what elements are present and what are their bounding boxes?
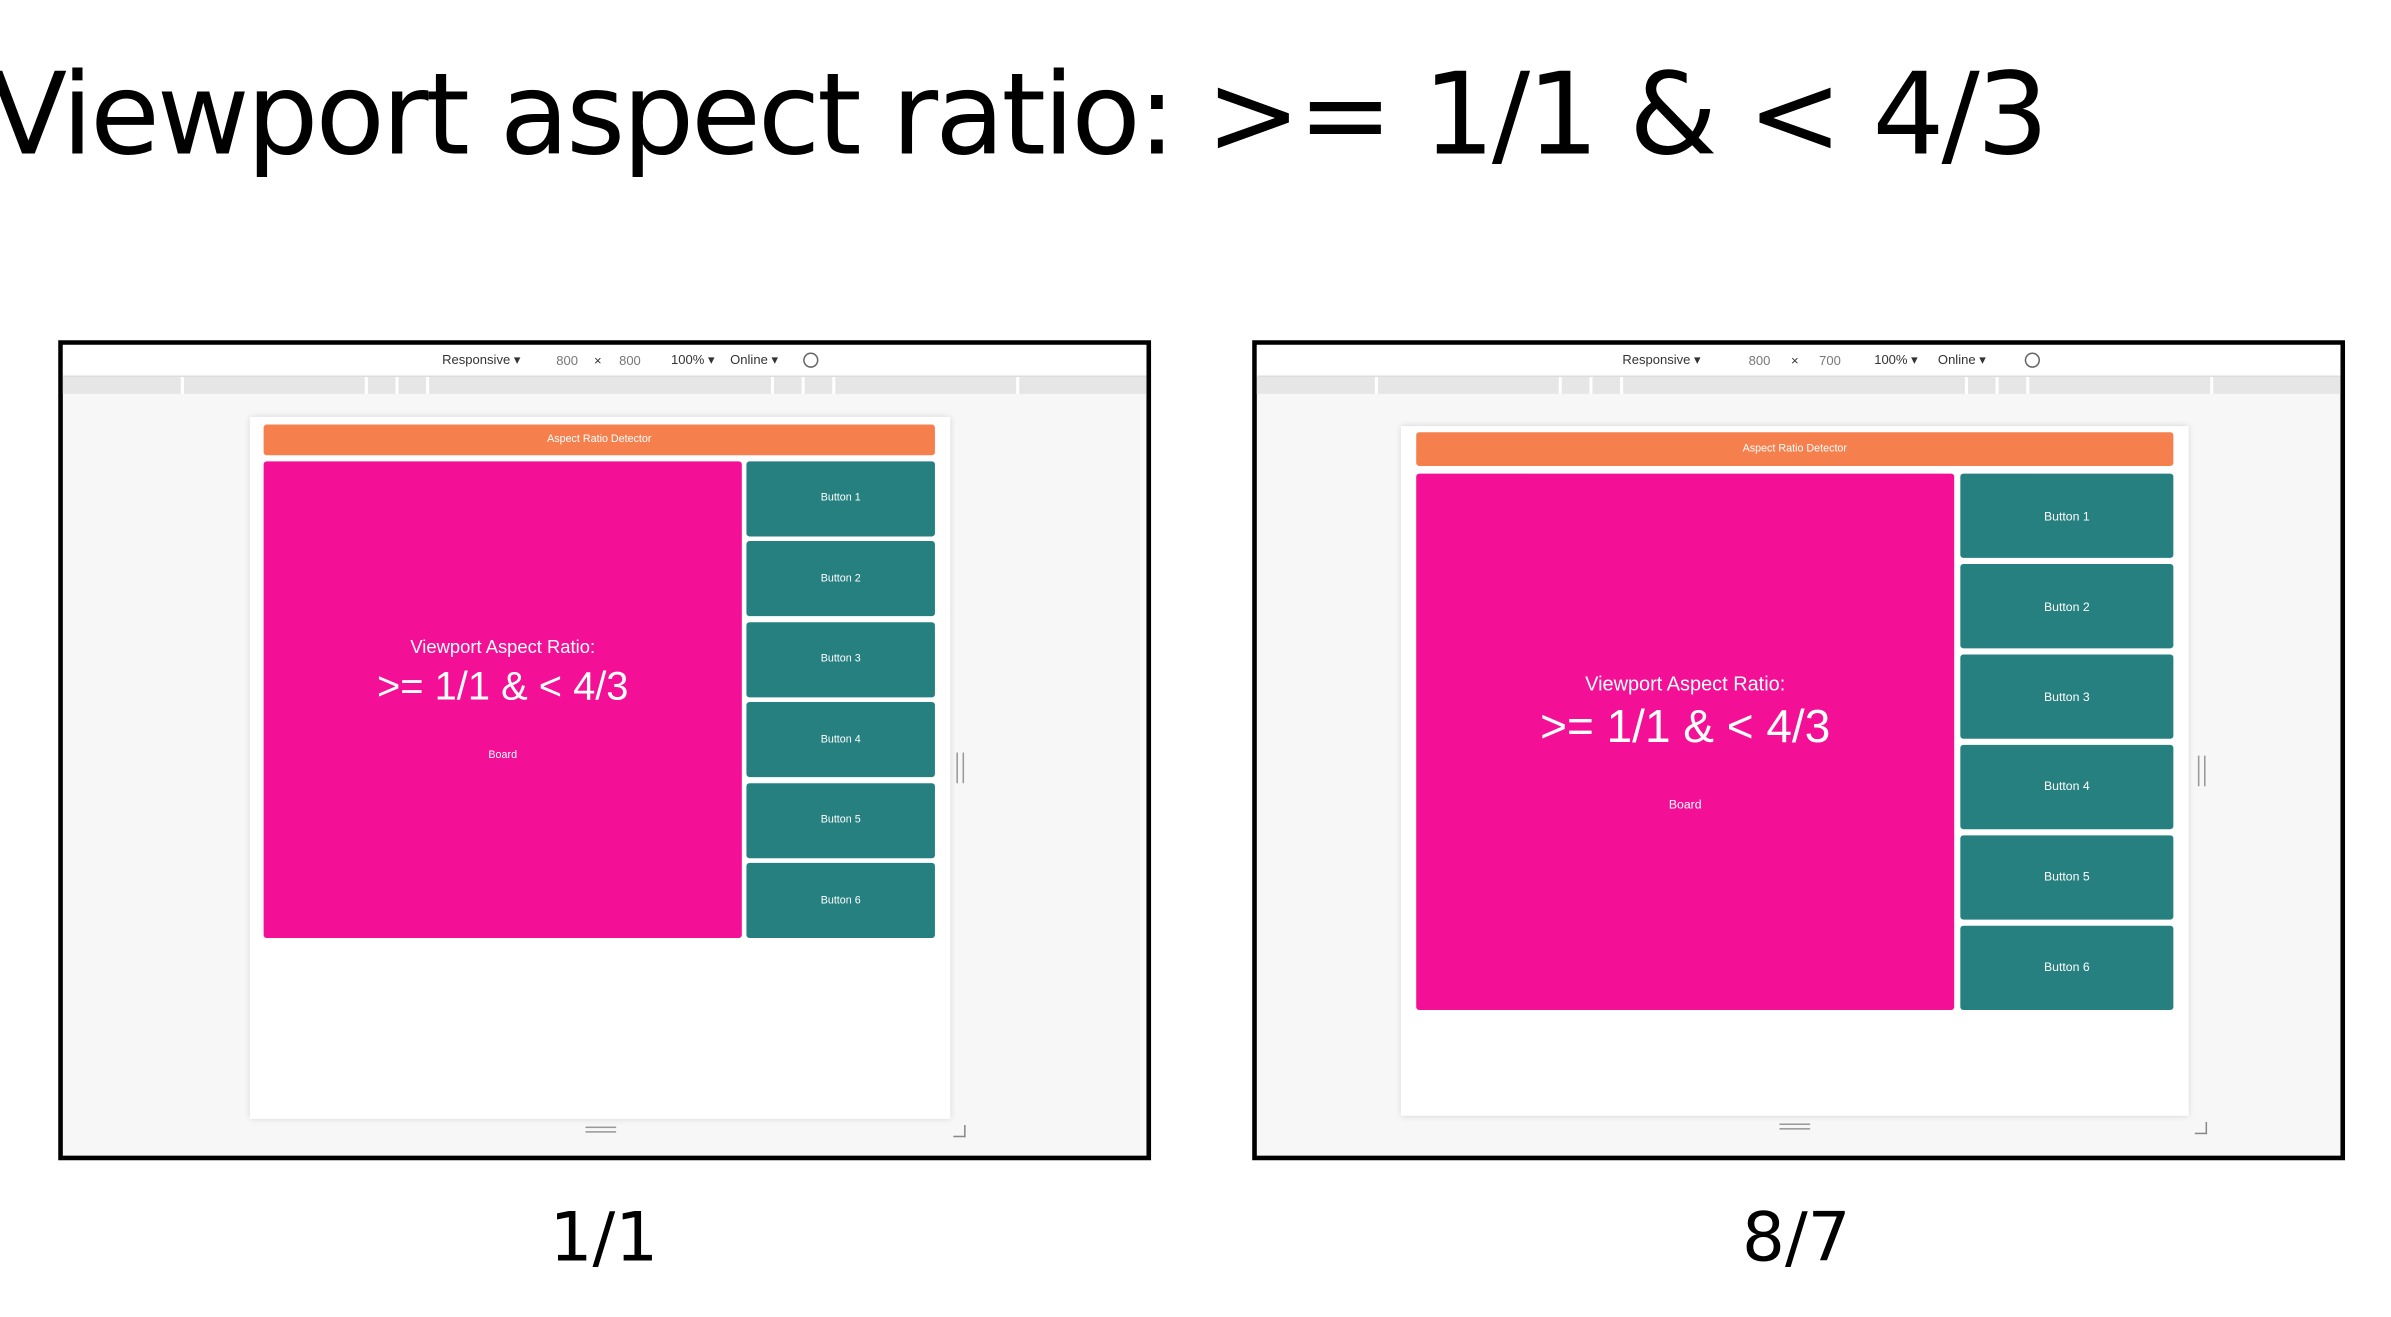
button[interactable] xyxy=(1960,563,2174,649)
caption: 8/7 xyxy=(1742,1199,1851,1278)
board-label: Viewport Aspect Ratio: xyxy=(410,636,596,658)
button[interactable] xyxy=(746,622,935,697)
board xyxy=(1416,473,1955,1011)
resize-handle-right[interactable] xyxy=(956,752,965,784)
toolbar-zoom[interactable]: 100% ▾ xyxy=(1874,351,1918,368)
resize-handle-right[interactable] xyxy=(2197,755,2206,787)
button[interactable] xyxy=(1960,654,2174,740)
ruler-divider xyxy=(801,377,805,394)
app-header xyxy=(1416,432,2174,466)
dropdown-arrow: ▾ xyxy=(1975,351,1986,368)
ruler-divider xyxy=(770,377,775,394)
button[interactable] xyxy=(746,461,935,537)
board xyxy=(263,461,742,939)
rotate-icon[interactable] xyxy=(803,352,819,368)
button[interactable] xyxy=(1960,834,2174,920)
ruler-divider xyxy=(364,377,368,394)
dropdown-arrow: ▾ xyxy=(510,351,521,368)
board-ratio: >= 1/1 & < 4/3 xyxy=(376,662,629,709)
dropdown-arrow: ▾ xyxy=(704,351,715,368)
toolbar-width[interactable]: 800 xyxy=(1748,352,1771,368)
button[interactable] xyxy=(1960,473,2174,559)
dropdown-arrow: ▾ xyxy=(1907,351,1918,368)
toolbar-times: × xyxy=(1790,352,1799,368)
toolbar-device[interactable]: Responsive ▾ xyxy=(442,351,521,368)
ruler-divider xyxy=(1995,377,1999,394)
rotate-icon[interactable] xyxy=(2024,352,2041,368)
dropdown-arrow: ▾ xyxy=(767,351,779,368)
button-label[interactable]: Button 4 xyxy=(820,734,861,746)
ruler-divider xyxy=(1016,377,1020,394)
toolbar-network[interactable]: Online ▾ xyxy=(1937,351,1986,368)
button[interactable] xyxy=(746,863,935,938)
button-label[interactable]: Button 2 xyxy=(820,573,861,585)
button-label[interactable]: Button 5 xyxy=(820,814,861,826)
button-label[interactable]: Button 1 xyxy=(820,493,861,505)
button-label[interactable]: Button 3 xyxy=(820,654,861,665)
button-label[interactable]: Button 6 xyxy=(2043,960,2090,975)
ruler-divider xyxy=(1558,377,1562,394)
board-ratio: >= 1/1 & < 4/3 xyxy=(1540,701,1831,753)
toolbar-height[interactable]: 700 xyxy=(1819,352,1841,368)
ruler-divider xyxy=(1964,377,1968,394)
button-label[interactable]: Button 1 xyxy=(2043,509,2090,523)
ruler-divider xyxy=(426,377,430,394)
button-label[interactable]: Button 3 xyxy=(2043,689,2090,704)
button[interactable] xyxy=(1960,925,2174,1011)
app-header-text: Aspect Ratio Detector xyxy=(1742,443,1847,455)
toolbar-width[interactable]: 800 xyxy=(556,352,578,368)
button-label[interactable]: Button 2 xyxy=(2043,599,2090,614)
figure-title: Viewport aspect ratio: >= 1/1 & < 4/3 xyxy=(0,49,2049,181)
ruler-divider xyxy=(395,377,399,394)
ruler xyxy=(1256,377,2341,394)
button-label[interactable]: Button 5 xyxy=(2043,870,2090,885)
board-label: Viewport Aspect Ratio: xyxy=(1585,672,1786,696)
button[interactable] xyxy=(746,702,935,778)
ruler-divider xyxy=(2210,377,2214,394)
ruler-divider xyxy=(1589,377,1593,394)
ruler-divider xyxy=(832,377,836,394)
board-name: Board xyxy=(1668,797,1702,812)
app-header xyxy=(263,424,935,456)
resize-corner[interactable] xyxy=(2194,1121,2208,1135)
button[interactable] xyxy=(746,782,935,858)
button-label[interactable]: Button 6 xyxy=(820,895,861,906)
ruler-divider xyxy=(2026,377,2030,394)
button[interactable] xyxy=(746,541,935,617)
ruler-divider xyxy=(1374,377,1378,394)
button-label[interactable]: Button 4 xyxy=(2043,780,2090,794)
toolbar-times: × xyxy=(593,352,602,368)
app-header-text: Aspect Ratio Detector xyxy=(547,434,652,446)
resize-handle-bottom[interactable] xyxy=(1779,1123,1811,1130)
toolbar xyxy=(1256,344,2341,378)
dropdown-arrow: ▾ xyxy=(1690,351,1701,368)
toolbar-device[interactable]: Responsive ▾ xyxy=(1622,351,1701,368)
resize-handle-bottom[interactable] xyxy=(584,1126,616,1133)
toolbar-height[interactable]: 800 xyxy=(619,352,641,368)
ruler xyxy=(62,377,1147,394)
toolbar xyxy=(62,344,1147,378)
ruler-divider xyxy=(180,377,184,394)
toolbar-zoom[interactable]: 100% ▾ xyxy=(671,351,715,368)
resize-corner[interactable] xyxy=(953,1125,966,1138)
button[interactable] xyxy=(1960,744,2174,830)
toolbar-network[interactable]: Online ▾ xyxy=(730,351,779,368)
caption: 1/1 xyxy=(549,1199,659,1278)
ruler-divider xyxy=(1620,377,1624,394)
board-name: Board xyxy=(488,750,518,761)
